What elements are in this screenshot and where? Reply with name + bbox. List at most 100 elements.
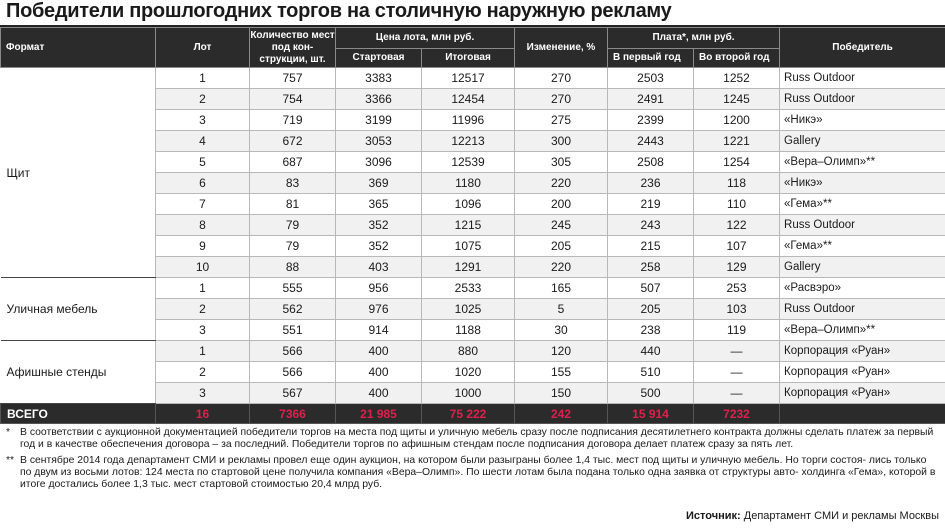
start-price-cell: 914 xyxy=(335,319,422,341)
header-format: Формат xyxy=(0,27,156,68)
lot-cell: 6 xyxy=(155,172,250,194)
qty-cell: 81 xyxy=(249,193,336,215)
qty-cell: 757 xyxy=(249,67,336,89)
pay-second-cell: 107 xyxy=(692,235,780,257)
header-change: Изменение, % xyxy=(514,27,608,68)
qty-cell: 567 xyxy=(249,382,336,404)
footnotes: * В соответствии с аукционной документац… xyxy=(6,427,940,495)
lot-cell: 1 xyxy=(155,277,250,299)
start-price-cell: 352 xyxy=(335,214,422,236)
table-row: 6 83 369 1180 220 236 118 «Никэ» xyxy=(1,172,945,194)
pay-first-cell: 2503 xyxy=(607,67,694,89)
total-label: ВСЕГО xyxy=(0,403,156,424)
qty-cell: 555 xyxy=(249,277,336,299)
change-cell: 270 xyxy=(514,88,608,110)
winner-cell: «Вера–Олимп»** xyxy=(779,319,945,341)
pay-first-cell: 507 xyxy=(607,277,694,299)
winner-cell: «Гема»** xyxy=(779,193,945,215)
pay-first-cell: 215 xyxy=(607,235,694,257)
format-cell: Щит xyxy=(0,67,156,278)
pay-second-cell: 110 xyxy=(692,193,780,215)
table-body: Щит 1 757 3383 12517 270 2503 1252 Russ Outdoor 2… xyxy=(0,67,945,404)
pay-second-cell: 253 xyxy=(692,277,780,299)
table-row: 3 719 3199 11996 275 2399 1200 «Никэ» xyxy=(1,109,945,131)
pay-second-cell: 1200 xyxy=(692,109,780,131)
start-price-cell: 365 xyxy=(335,193,422,215)
start-price-cell: 3383 xyxy=(335,67,422,89)
qty-cell: 83 xyxy=(249,172,336,194)
footnote-mark: * xyxy=(6,427,11,438)
table-row: 3 567 400 1000 150 500— Корпорация «Руан» xyxy=(1,382,945,404)
final-price-cell: 12517 xyxy=(421,67,515,89)
table-row: 2 562 976 1025 5 205 103 Russ Outdoor xyxy=(1,298,945,320)
total-change: 242 xyxy=(514,403,608,424)
header-pay-group: Плата*, млн руб. xyxy=(606,27,781,49)
table-row: Щит 1 757 3383 12517 270 2503 1252 Russ Outdoor xyxy=(0,67,945,278)
final-price-cell: 1215 xyxy=(421,214,515,236)
change-cell: 305 xyxy=(514,151,608,173)
winner-cell: Gallery xyxy=(779,130,945,152)
lot-cell: 1 xyxy=(155,340,250,362)
table-row: 9 79 352 1075 205 215 107 «Гема»** xyxy=(1,235,945,257)
winner-cell: «Никэ» xyxy=(779,172,945,194)
change-cell: 245 xyxy=(514,214,608,236)
start-price-cell: 976 xyxy=(335,298,422,320)
total-winner xyxy=(779,403,945,424)
header-winner: Победитель xyxy=(779,27,945,68)
table-row: 3 551 914 1188 30 238 119 «Вера–Олимп»** xyxy=(1,319,945,341)
pay-first-cell: 2399 xyxy=(607,109,694,131)
pay-first-cell: 258 xyxy=(607,256,694,278)
qty-cell: 566 xyxy=(249,361,336,383)
total-qty: 7366 xyxy=(249,403,336,424)
footnote-text: В соответствии с аукционной документацие… xyxy=(20,427,934,450)
start-price-cell: 3199 xyxy=(335,109,422,131)
format-cell: Афишные стенды xyxy=(0,340,156,404)
lot-cell: 3 xyxy=(155,109,250,131)
change-cell: 150 xyxy=(514,382,608,404)
pay-first-cell: 2491 xyxy=(607,88,694,110)
total-row: ВСЕГО 16 7366 21 985 75 222 242 15 914 7… xyxy=(0,403,945,424)
start-price-cell: 352 xyxy=(335,235,422,257)
change-cell: 220 xyxy=(514,172,608,194)
pay-second-cell: 1254 xyxy=(692,151,780,173)
header-qty: Количество мест под кон- струкции, шт. xyxy=(249,27,336,68)
table-row: 7 81 365 1096 200 219 110 «Гема»** xyxy=(1,193,945,215)
pay-second-cell: 122 xyxy=(692,214,780,236)
change-cell: 275 xyxy=(514,109,608,131)
qty-cell: 562 xyxy=(249,298,336,320)
final-price-cell: 1025 xyxy=(421,298,515,320)
qty-cell: 754 xyxy=(249,88,336,110)
start-price-cell: 3053 xyxy=(335,130,422,152)
source-text: Департамент СМИ и рекламы Москвы xyxy=(743,510,939,522)
start-price-cell: 403 xyxy=(335,256,422,278)
total-lot: 16 xyxy=(155,403,250,424)
winner-cell: Russ Outdoor xyxy=(779,88,945,110)
lot-cell: 1 xyxy=(155,67,250,89)
winner-cell: Russ Outdoor xyxy=(779,298,945,320)
pay-first-cell: 219 xyxy=(607,193,694,215)
table-row: Уличная мебель 1 555 956 2533 165 507 253 «Расвэ… xyxy=(0,277,945,341)
header-price-group: Цена лота, млн руб. xyxy=(335,27,515,49)
final-price-cell: 12539 xyxy=(421,151,515,173)
pay-first-cell: 236 xyxy=(607,172,694,194)
final-price-cell: 1188 xyxy=(421,319,515,341)
footnote-text: В сентябре 2014 года департамент СМИ и р… xyxy=(20,455,936,490)
pay-first-cell: 500 xyxy=(607,382,694,404)
results-table: Формат Лот Количество мест под кон- стру… xyxy=(0,27,945,424)
title-rule xyxy=(0,25,945,27)
table-row: 2 566 400 1020 155 510— Корпорация «Руан» xyxy=(1,361,945,383)
footnote: * В соответствии с аукционной документац… xyxy=(6,427,940,451)
pay-second-cell: 1221 xyxy=(692,130,780,152)
change-cell: 300 xyxy=(514,130,608,152)
qty-cell: 566 xyxy=(249,340,336,362)
header-pay-first: В первый год xyxy=(607,48,694,68)
table-header: Формат Лот Количество мест под кон- стру… xyxy=(0,27,945,68)
total-pay1: 15 914 xyxy=(607,403,694,424)
final-price-cell: 1180 xyxy=(421,172,515,194)
lot-cell: 3 xyxy=(155,382,250,404)
lot-cell: 3 xyxy=(155,319,250,341)
final-price-cell: 1075 xyxy=(421,235,515,257)
pay-second-cell: 1245 xyxy=(692,88,780,110)
pay-first-cell: 2508 xyxy=(607,151,694,173)
winner-cell: Корпорация «Руан» xyxy=(779,361,945,383)
